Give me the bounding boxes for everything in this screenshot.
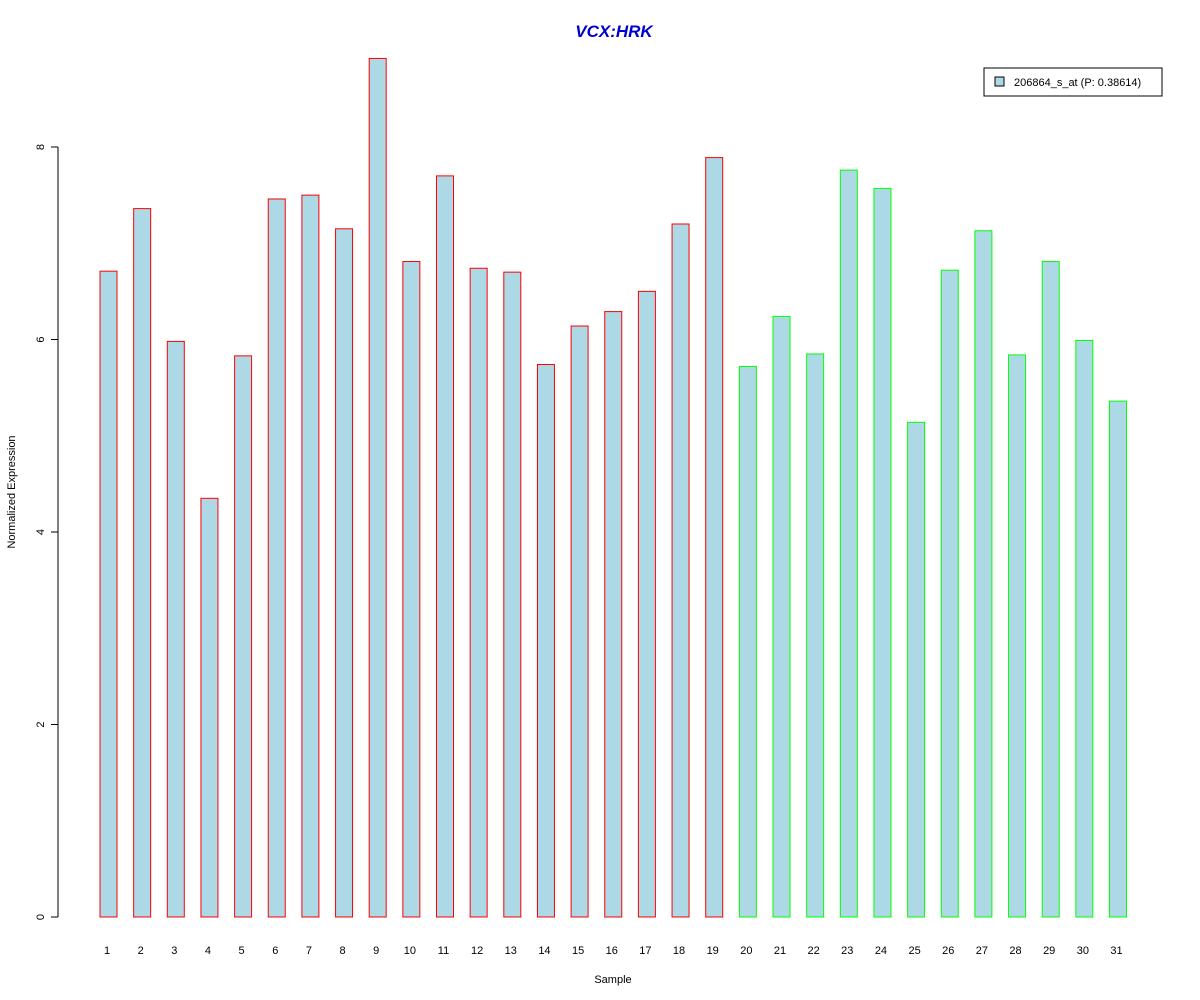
bar <box>1075 339 1094 918</box>
legend-label: 206864_s_at (P: 0.38614) <box>1014 77 1141 89</box>
bar <box>940 269 959 918</box>
x-tick-label: 5 <box>239 945 245 957</box>
bar <box>469 267 488 918</box>
y-tick-label: 6 <box>35 336 47 342</box>
bar <box>1109 400 1127 918</box>
x-tick-label: 17 <box>639 945 651 957</box>
bar <box>166 340 185 918</box>
y-tick-label: 8 <box>35 144 47 150</box>
x-tick-label: 11 <box>438 945 449 957</box>
bar <box>335 228 354 918</box>
bar <box>806 353 825 918</box>
x-tick-label: 26 <box>942 945 954 957</box>
x-tick-labels: 1 2 3 4 5 6 7 8 9 10 11 12 13 14 15 16 17 18 19 20 21 22 23 24 2… <box>104 945 1123 957</box>
x-tick-label: 18 <box>673 945 685 957</box>
x-tick-label: 24 <box>875 945 887 957</box>
bar <box>368 57 387 918</box>
bar <box>738 365 757 918</box>
x-tick-label: 21 <box>774 945 786 957</box>
bar <box>705 157 724 918</box>
x-tick-label: 8 <box>339 945 345 957</box>
bar <box>772 315 791 918</box>
bar <box>604 311 623 918</box>
bar <box>873 187 892 918</box>
x-tick-label: 9 <box>373 945 379 957</box>
x-tick-label: 1 <box>104 945 110 957</box>
y-axis: 0 2 4 6 8 <box>35 144 59 920</box>
x-tick-label: 20 <box>740 945 752 957</box>
legend-box <box>983 67 1163 97</box>
x-tick-label: 12 <box>471 945 483 957</box>
x-tick-label: 14 <box>538 945 550 957</box>
bar <box>839 169 858 918</box>
x-tick-label: 2 <box>138 945 144 957</box>
x-tick-label: 22 <box>808 945 820 957</box>
x-tick-label: 30 <box>1077 945 1089 957</box>
x-tick-label: 28 <box>1009 945 1021 957</box>
x-tick-label: 6 <box>272 945 278 957</box>
x-tick-label: 4 <box>205 945 211 957</box>
bar <box>267 198 286 918</box>
bars-group <box>99 57 1127 918</box>
x-tick-label: 27 <box>976 945 988 957</box>
bar <box>99 270 118 918</box>
y-tick-label: 2 <box>35 721 47 727</box>
x-tick-label: 3 <box>171 945 177 957</box>
legend-swatch <box>994 76 1005 87</box>
x-tick-label: 19 <box>707 945 719 957</box>
bar <box>570 325 589 918</box>
y-axis-label: Normalized Expression <box>6 435 18 548</box>
bar <box>133 208 152 918</box>
bar <box>1008 354 1027 918</box>
bar <box>536 364 555 918</box>
x-tick-label: 31 <box>1110 945 1122 957</box>
x-tick-label: 29 <box>1043 945 1055 957</box>
x-tick-label: 10 <box>404 945 416 957</box>
bar <box>200 497 219 918</box>
bar <box>234 355 253 918</box>
x-tick-label: 16 <box>606 945 618 957</box>
chart-title: VCX:HRK <box>575 22 654 41</box>
bar <box>402 261 421 918</box>
x-tick-label: 23 <box>841 945 853 957</box>
bar <box>671 223 690 918</box>
bar <box>907 421 926 918</box>
x-tick-label: 13 <box>505 945 517 957</box>
bar <box>301 194 320 918</box>
bar <box>1041 261 1060 918</box>
x-tick-label: 15 <box>572 945 584 957</box>
x-tick-label: 25 <box>908 945 920 957</box>
bar <box>503 271 522 918</box>
legend: 206864_s_at (P: 0.38614) <box>983 67 1163 97</box>
x-tick-label: 7 <box>306 945 312 957</box>
y-tick-label: 4 <box>35 529 47 535</box>
x-axis-label: Sample <box>594 974 631 986</box>
y-tick-label: 0 <box>35 914 47 920</box>
bar <box>637 290 656 918</box>
bar <box>436 175 454 918</box>
bar <box>974 230 993 918</box>
